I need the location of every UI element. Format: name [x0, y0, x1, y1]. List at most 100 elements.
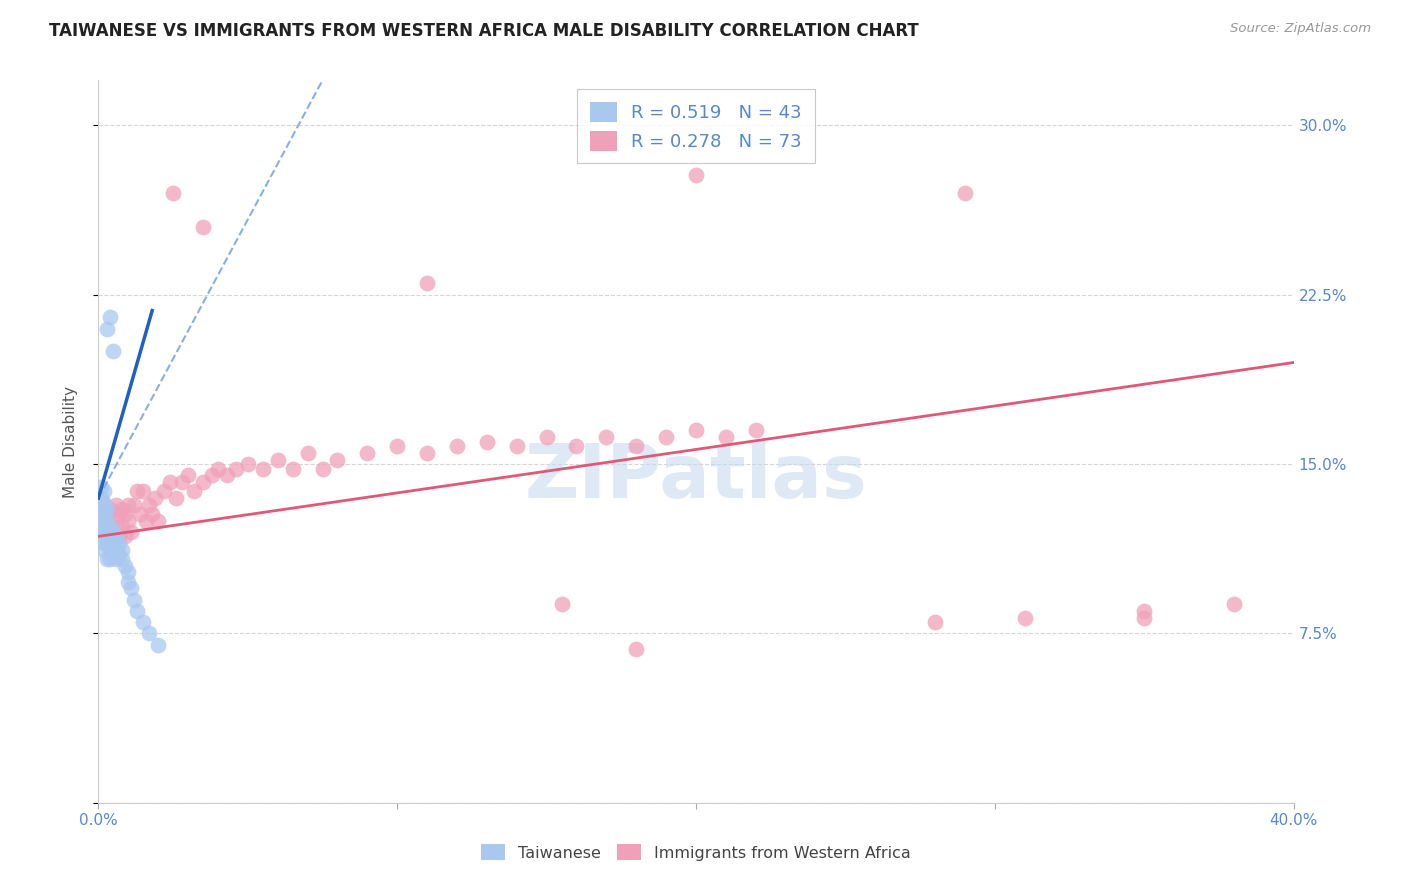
- Point: [120, 582, 142, 596]
- Text: TAIWANESE VS IMMIGRANTS FROM WESTERN AFRICA MALE DISABILITY CORRELATION CHART: TAIWANESE VS IMMIGRANTS FROM WESTERN AFR…: [49, 22, 920, 40]
- Point: [114, 558, 136, 573]
- Point: [90, 507, 112, 521]
- Point: [281, 461, 304, 475]
- Point: [1223, 597, 1246, 611]
- Point: [135, 514, 157, 528]
- Point: [132, 484, 155, 499]
- Point: [416, 277, 439, 291]
- Point: [129, 507, 152, 521]
- Text: Source: ZipAtlas.com: Source: ZipAtlas.com: [1230, 22, 1371, 36]
- Y-axis label: Male Disability: Male Disability: [63, 385, 77, 498]
- Point: [201, 468, 224, 483]
- Point: [714, 430, 737, 444]
- Point: [297, 446, 319, 460]
- Point: [98, 520, 122, 534]
- Point: [536, 430, 558, 444]
- Point: [108, 548, 131, 562]
- Point: [626, 439, 648, 453]
- Point: [108, 507, 131, 521]
- Point: [117, 574, 139, 589]
- Point: [595, 430, 617, 444]
- Point: [96, 507, 118, 521]
- Point: [108, 529, 131, 543]
- Point: [506, 439, 529, 453]
- Point: [141, 507, 163, 521]
- Point: [626, 642, 648, 657]
- Point: [267, 452, 290, 467]
- Point: [385, 439, 409, 453]
- Point: [1133, 604, 1156, 618]
- Point: [105, 529, 128, 543]
- Point: [162, 186, 184, 201]
- Point: [148, 638, 170, 652]
- Point: [114, 529, 136, 543]
- Point: [207, 461, 229, 475]
- Point: [98, 502, 122, 516]
- Point: [177, 468, 200, 483]
- Point: [96, 502, 118, 516]
- Point: [159, 475, 181, 490]
- Point: [98, 552, 122, 566]
- Text: ZIPatlas: ZIPatlas: [524, 442, 868, 514]
- Point: [108, 536, 131, 550]
- Point: [111, 502, 134, 516]
- Point: [105, 498, 128, 512]
- Point: [191, 220, 214, 235]
- Point: [120, 524, 142, 539]
- Point: [96, 552, 118, 566]
- Point: [105, 552, 128, 566]
- Point: [356, 446, 378, 460]
- Point: [172, 475, 194, 490]
- Point: [96, 529, 118, 543]
- Point: [90, 502, 112, 516]
- Point: [924, 615, 946, 630]
- Point: [252, 461, 274, 475]
- Point: [148, 514, 170, 528]
- Point: [117, 566, 139, 580]
- Point: [93, 520, 115, 534]
- Point: [111, 542, 134, 557]
- Point: [311, 461, 333, 475]
- Point: [98, 310, 122, 325]
- Point: [93, 529, 115, 543]
- Point: [655, 430, 678, 444]
- Point: [90, 524, 112, 539]
- Point: [416, 446, 439, 460]
- Point: [111, 552, 134, 566]
- Point: [127, 604, 149, 618]
- Point: [143, 491, 166, 505]
- Point: [124, 498, 146, 512]
- Point: [565, 439, 588, 453]
- Point: [127, 484, 149, 499]
- Point: [191, 475, 214, 490]
- Point: [103, 548, 125, 562]
- Point: [1133, 610, 1156, 624]
- Point: [953, 186, 976, 201]
- Point: [215, 468, 238, 483]
- Point: [105, 520, 128, 534]
- Point: [103, 529, 125, 543]
- Point: [138, 498, 160, 512]
- Point: [132, 615, 155, 630]
- Point: [93, 484, 115, 499]
- Point: [103, 536, 125, 550]
- Point: [96, 524, 118, 539]
- Point: [103, 524, 125, 539]
- Point: [103, 507, 125, 521]
- Point: [183, 484, 205, 499]
- Point: [550, 597, 572, 611]
- Point: [90, 491, 112, 505]
- Point: [124, 592, 146, 607]
- Point: [138, 626, 160, 640]
- Point: [98, 529, 122, 543]
- Point: [153, 484, 176, 499]
- Point: [93, 498, 115, 512]
- Point: [326, 452, 349, 467]
- Point: [93, 536, 115, 550]
- Point: [98, 520, 122, 534]
- Point: [93, 542, 115, 557]
- Point: [105, 542, 128, 557]
- Point: [685, 423, 707, 437]
- Point: [685, 168, 707, 182]
- Point: [1014, 610, 1036, 624]
